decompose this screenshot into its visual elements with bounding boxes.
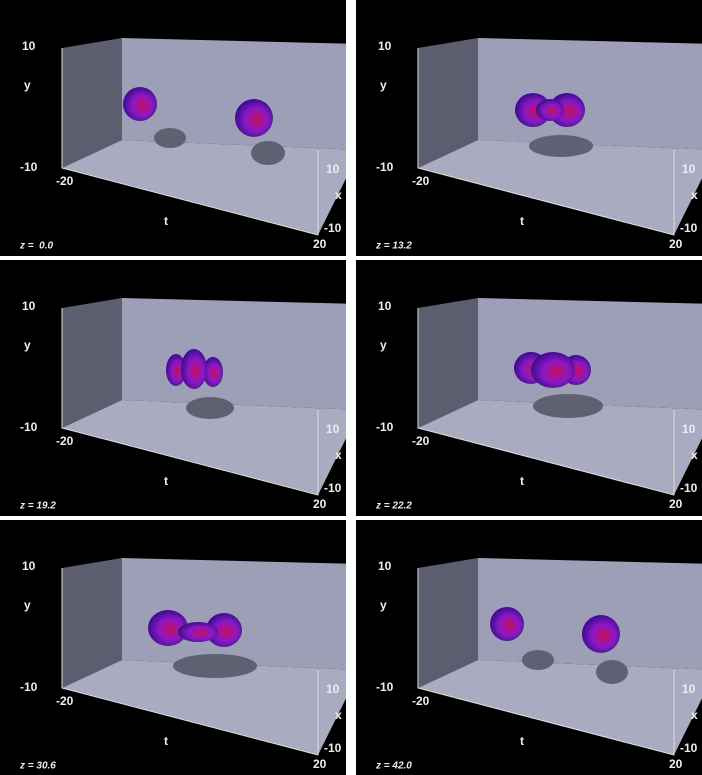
axis-label: -10 [680,221,698,235]
axis-label: 10 [22,39,36,53]
axis-label: y [24,78,31,92]
soliton [181,349,207,389]
axis-label: -10 [376,420,394,434]
axis-label: -10 [376,680,394,694]
soliton [123,87,157,121]
z-label: z = 22.2 [375,501,412,512]
axis-label: 10 [326,422,340,436]
panel: 10 y -10 -20 t 10 x -10 20 z = 13.2 [356,0,702,256]
axis-label: t [164,734,168,748]
z-label: z = 30.6 [19,761,56,772]
axis-label: -10 [20,680,38,694]
axis-label: t [164,474,168,488]
shadow [522,650,554,670]
axis-label: -10 [376,160,394,174]
axis-label: -10 [680,481,698,495]
axis-label: 10 [326,162,340,176]
shadow [251,141,285,165]
axis-label: x [691,448,698,462]
shadow [186,397,234,419]
shadow [173,654,257,678]
axis-label: y [24,338,31,352]
axis-label: 10 [22,559,36,573]
axis-label: -10 [324,481,342,495]
axis-label: -20 [56,434,74,448]
soliton [582,615,620,653]
axis-label: -10 [680,741,698,755]
z-label: z = 0.0 [19,241,54,252]
axis-label: 20 [313,757,327,771]
axis-label: 20 [313,497,327,511]
panel: 10 y -10 -20 t 10 x -10 20 z = 42.0 [356,520,702,775]
shadow [154,128,186,148]
axis-label: 10 [22,299,36,313]
axis-label: -10 [324,741,342,755]
axis-label: -20 [412,434,430,448]
axis-label: -10 [20,160,38,174]
axis-label: 20 [669,497,683,511]
axis-label: y [24,598,31,612]
shadow [529,135,593,157]
axis-label: -10 [324,221,342,235]
z-label: z = 13.2 [375,241,412,252]
axis-label: 10 [378,39,392,53]
axis-label: x [691,188,698,202]
axis-label: 20 [669,757,683,771]
axis-label: -20 [412,694,430,708]
shadow [533,394,603,418]
panel: 10 y -10 -20 t 10 x -10 20 z = 19.2 [0,260,360,516]
axis-label: 10 [682,162,696,176]
soliton [178,622,218,642]
axis-label: 20 [313,237,327,251]
panel: 10 y -10 -20 t 10 x -10 20 z = 30.6 [0,520,360,775]
axis-label: 10 [326,682,340,696]
axis-label: 10 [682,422,696,436]
soliton [235,99,273,137]
axis-label: -20 [56,694,74,708]
back-wall [122,298,360,410]
axis-label: 10 [682,682,696,696]
axis-label: t [520,214,524,228]
axis-label: x [335,188,342,202]
axis-label: -20 [412,174,430,188]
axis-label: x [691,708,698,722]
axis-label: t [164,214,168,228]
soliton [536,99,564,121]
back-wall [478,298,702,410]
z-label: z = 42.0 [375,761,412,772]
panel: 10 y -10 -20 t 10 x -10 20 z = 0.0 [0,0,360,256]
axis-label: -20 [56,174,74,188]
axis-label: -10 [20,420,38,434]
back-wall [478,38,702,150]
axis-label: 20 [669,237,683,251]
panel: 10 y -10 -20 t 10 x -10 20 z = 22.2 [356,260,702,516]
axis-label: t [520,734,524,748]
axis-label: x [335,708,342,722]
z-label: z = 19.2 [19,501,56,512]
axis-label: y [380,78,387,92]
axis-label: y [380,338,387,352]
axis-label: 10 [378,559,392,573]
axis-label: 10 [378,299,392,313]
soliton [531,352,575,388]
figure: 10 y -10 -20 t 10 x -10 20 z = 0.0 10 y -10 -20 t 10 x -1… [0,0,702,775]
soliton [490,607,524,641]
axis-label: y [380,598,387,612]
axis-label: t [520,474,524,488]
axis-label: x [335,448,342,462]
shadow [596,660,628,684]
